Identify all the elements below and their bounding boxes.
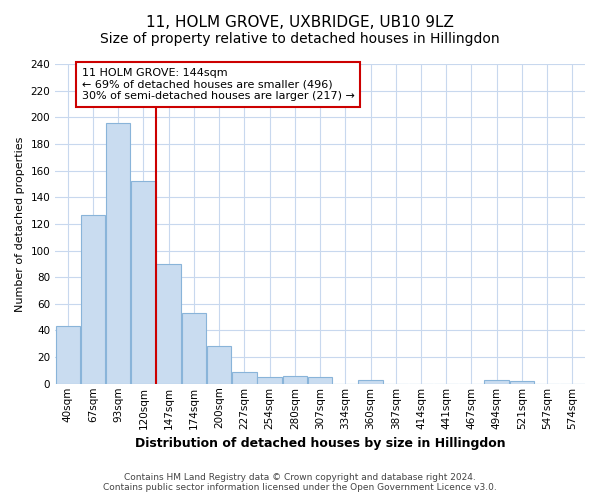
Bar	[131, 181, 156, 384]
Text: 11 HOLM GROVE: 144sqm
← 69% of detached houses are smaller (496)
30% of semi-det: 11 HOLM GROVE: 144sqm ← 69% of detached …	[82, 68, 355, 101]
Text: Size of property relative to detached houses in Hillingdon: Size of property relative to detached ho…	[100, 32, 500, 46]
Bar	[509, 381, 534, 384]
Bar	[232, 372, 257, 384]
X-axis label: Distribution of detached houses by size in Hillingdon: Distribution of detached houses by size …	[135, 437, 505, 450]
Bar	[358, 380, 383, 384]
Y-axis label: Number of detached properties: Number of detached properties	[15, 136, 25, 312]
Bar	[81, 214, 105, 384]
Bar	[207, 346, 232, 384]
Bar	[308, 377, 332, 384]
Text: 11, HOLM GROVE, UXBRIDGE, UB10 9LZ: 11, HOLM GROVE, UXBRIDGE, UB10 9LZ	[146, 15, 454, 30]
Bar	[106, 122, 130, 384]
Bar	[157, 264, 181, 384]
Bar	[182, 313, 206, 384]
Bar	[283, 376, 307, 384]
Text: Contains HM Land Registry data © Crown copyright and database right 2024.
Contai: Contains HM Land Registry data © Crown c…	[103, 473, 497, 492]
Bar	[257, 377, 282, 384]
Bar	[56, 326, 80, 384]
Bar	[484, 380, 509, 384]
